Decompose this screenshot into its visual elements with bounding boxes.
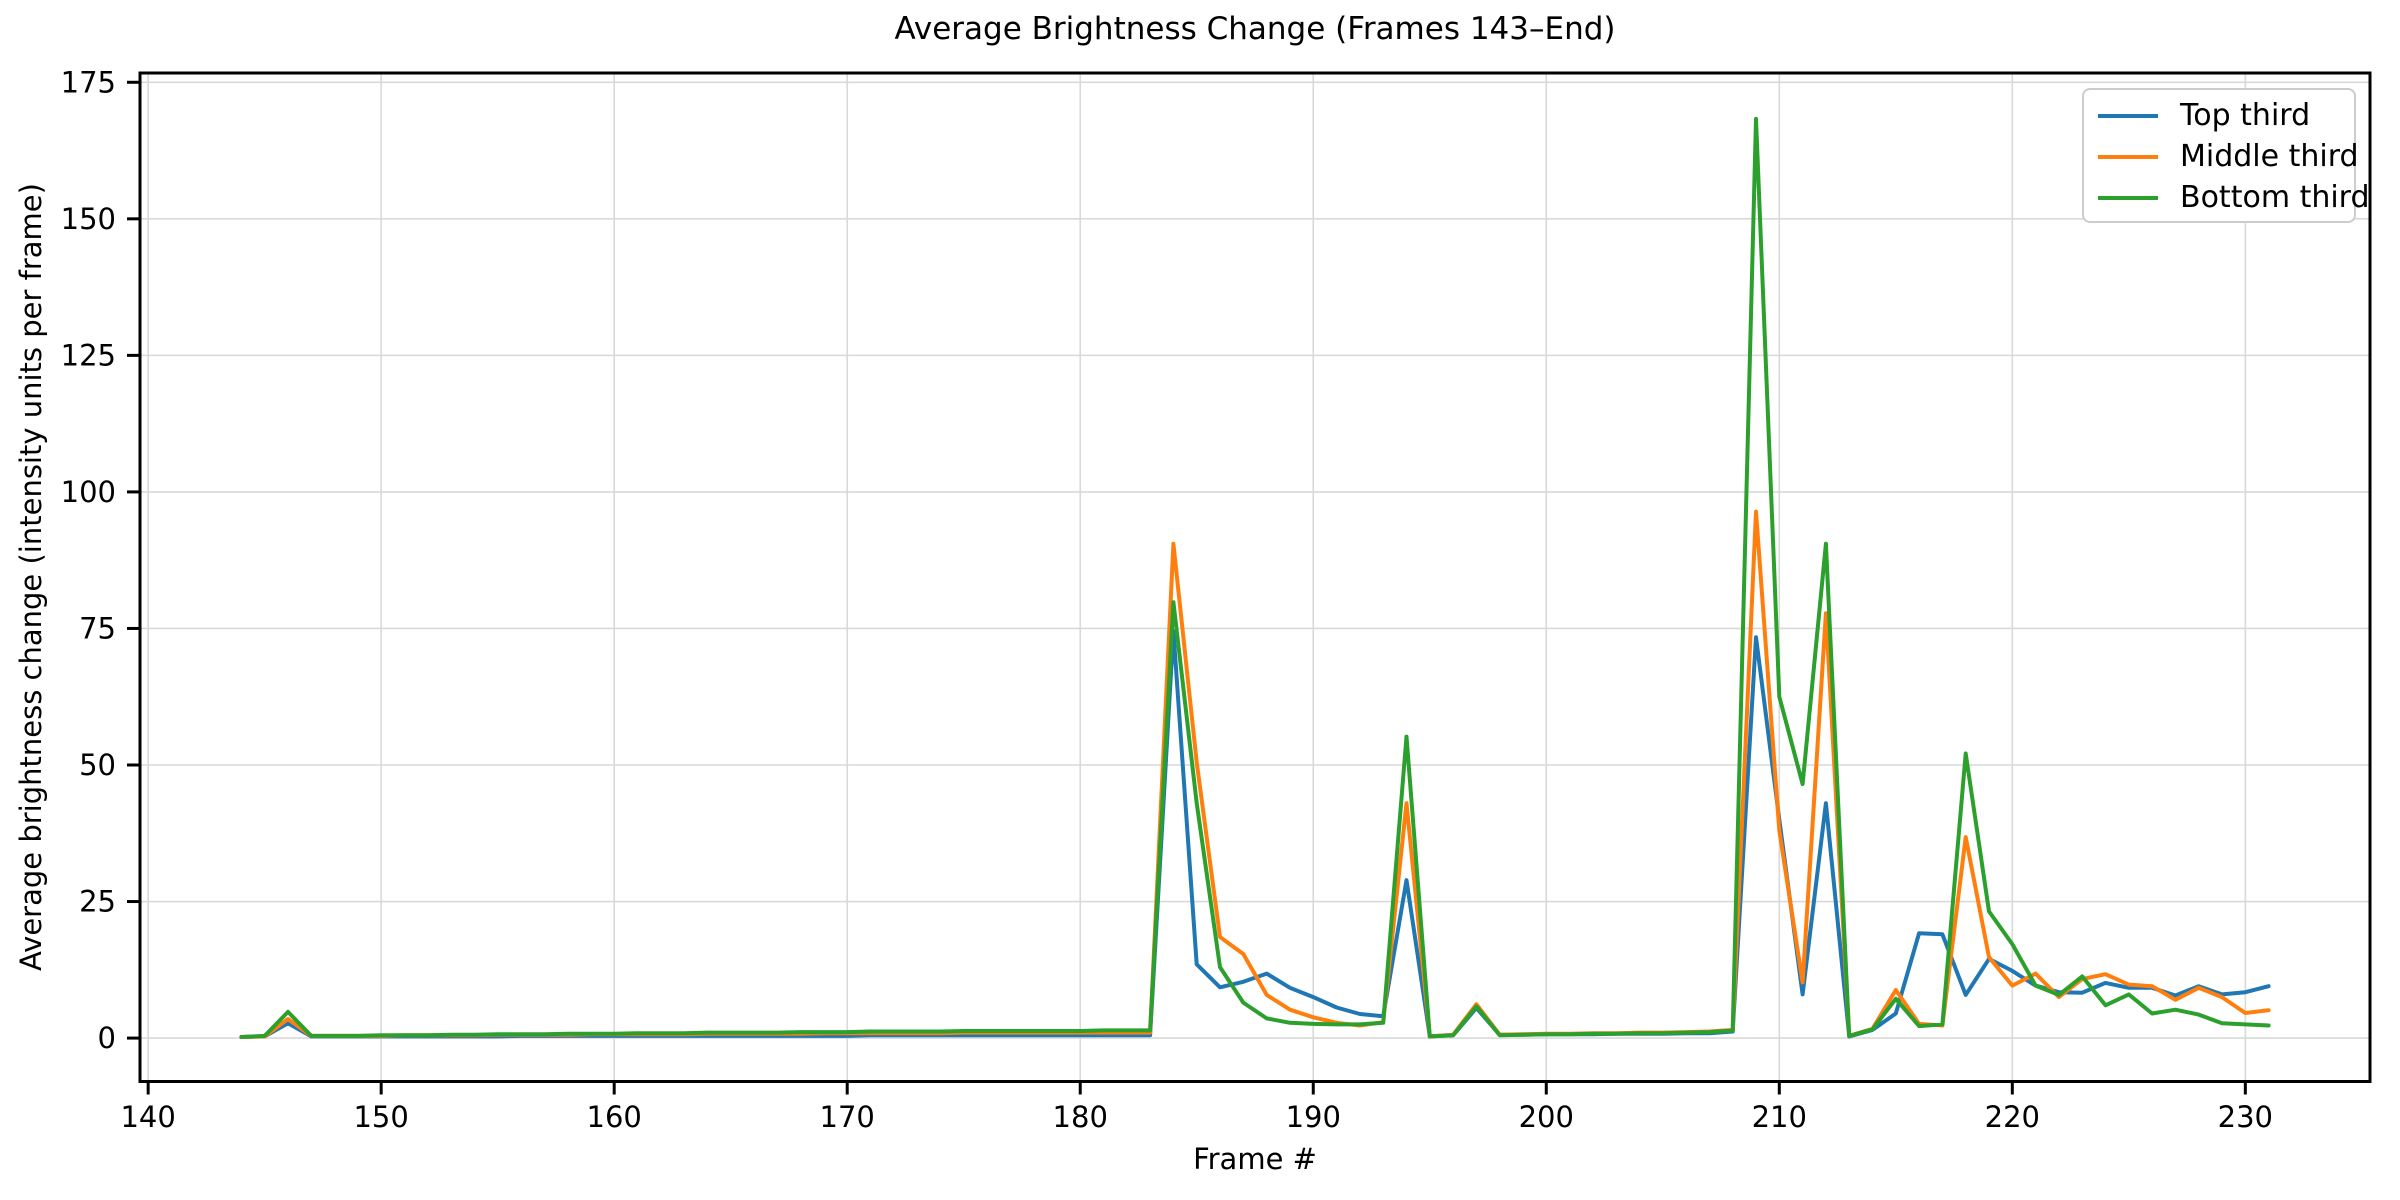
legend-line-swatch-icon (2098, 113, 2158, 118)
y-tick-label-50: 50 (79, 748, 116, 782)
axes-frame (138, 71, 2372, 1083)
x-tick-label-170: 170 (820, 1100, 875, 1134)
x-tick-label-180: 180 (1053, 1100, 1108, 1134)
x-tick-label-200: 200 (1519, 1100, 1574, 1134)
x-axis-label: Frame # (1193, 1142, 1317, 1176)
y-tick-label-0: 0 (98, 1021, 116, 1055)
legend-item-top-third: Top third (2084, 95, 2354, 136)
legend-label: Bottom third (2180, 179, 2370, 215)
legend-line-swatch-icon (2098, 195, 2158, 200)
chart-title: Average Brightness Change (Frames 143–En… (894, 11, 1616, 47)
gridlines (140, 73, 2370, 1082)
y-tick-label-100: 100 (61, 475, 116, 509)
legend-label: Middle third (2180, 138, 2359, 174)
legend-item-middle-third: Middle third (2084, 136, 2359, 177)
x-tick-label-160: 160 (587, 1100, 642, 1134)
legend: Top third Middle third Bottom third (2082, 88, 2370, 223)
legend-item-bottom-third: Bottom third (2084, 177, 2370, 218)
x-tick-label-140: 140 (120, 1100, 175, 1134)
y-tick-label-75: 75 (79, 611, 116, 645)
y-tick-label-150: 150 (61, 202, 116, 236)
tick-marks-and-labels: 140 150 160 170 180 190 200 210 220 230 0 25 50 75 100… (61, 65, 2273, 1134)
y-tick-label-125: 125 (61, 338, 116, 372)
legend-label: Top third (2180, 97, 2311, 133)
y-tick-label-175: 175 (61, 65, 116, 99)
y-axis-label: Average brightness change (intensity uni… (14, 183, 48, 971)
x-tick-label-210: 210 (1752, 1100, 1807, 1134)
x-tick-label-220: 220 (1985, 1100, 2040, 1134)
series-line-bottom-third (239, 116, 2271, 1039)
y-tick-label-25: 25 (79, 885, 116, 919)
legend-line-swatch-icon (2098, 154, 2158, 159)
x-tick-label-150: 150 (353, 1100, 408, 1134)
x-tick-label-230: 230 (2218, 1100, 2273, 1134)
x-tick-label-190: 190 (1286, 1100, 1341, 1134)
